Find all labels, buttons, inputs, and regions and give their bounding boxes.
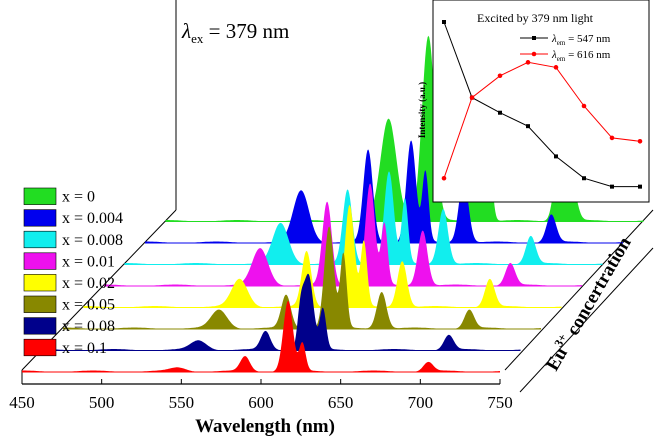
annotation-sub: ex <box>191 31 204 46</box>
x-axis: 450 500 550 600 650 700 750 Wavelength (nm) <box>9 379 513 437</box>
x-axis-label: Wavelength (nm) <box>195 416 335 437</box>
x-tick-label: 450 <box>9 393 35 412</box>
x-tick-label: 650 <box>328 393 354 412</box>
series-layer <box>22 35 644 373</box>
depth-axis-line <box>519 247 654 393</box>
inset-chart: Excited by 379 nm light Intensity (a.u.)… <box>417 0 650 203</box>
inset-title: Excited by 379 nm light <box>477 11 594 25</box>
legend-swatch <box>23 209 57 227</box>
inset-point-square <box>526 124 530 129</box>
legend-swatch <box>23 252 57 270</box>
x-tick-label: 600 <box>248 393 274 412</box>
inset-point-circle <box>553 65 559 70</box>
legend-swatch <box>23 230 57 249</box>
legend: x = 0 x = 0.004 x = 0.008 x = 0.01 x = 0.02 x… <box>23 187 123 357</box>
inset-legend-label: λem = 547 nm <box>551 33 611 47</box>
inset-point-square <box>610 184 614 189</box>
legend-swatch <box>23 317 57 335</box>
inset-series-line <box>443 21 640 188</box>
excitation-annotation: λex = 379 nm <box>181 19 289 46</box>
legend-swatch <box>23 338 57 357</box>
legend-label: x = 0 <box>62 189 95 206</box>
legend-label: x = 0.05 <box>62 297 115 314</box>
inset-point-square <box>554 154 558 159</box>
x-tick-label: 550 <box>169 393 195 412</box>
inset-legend-marker <box>532 36 536 40</box>
inset-y-label: Intensity (a.u.) <box>417 82 427 138</box>
inset-legend-marker <box>531 51 537 57</box>
inset-point-circle <box>637 138 643 144</box>
inset-legend-label: λem = 616 nm <box>551 49 611 63</box>
inset-point-square <box>498 110 502 115</box>
depth-label-prefix: Eu <box>542 343 572 374</box>
inset-legend: λem = 547 nm λem = 616 nm <box>520 33 611 63</box>
legend-label: x = 0.1 <box>62 340 107 357</box>
x-tick-label: 500 <box>89 393 115 412</box>
inset-point-circle <box>525 60 531 65</box>
legend-swatch <box>23 187 57 205</box>
legend-label: x = 0.004 <box>62 210 123 227</box>
inset-series-line <box>443 61 641 179</box>
annotation-lambda: λ <box>181 19 191 43</box>
depth-label-sup: 3+ <box>551 331 570 349</box>
inset-point-square <box>442 20 446 24</box>
inset-point-square <box>638 184 642 189</box>
depth-label-suffix: concertration <box>560 233 636 343</box>
x-ticks: 450 500 550 600 650 700 750 <box>9 379 513 412</box>
legend-swatch <box>23 274 57 292</box>
inset-lines <box>441 20 643 189</box>
x-tick-label: 750 <box>487 393 513 412</box>
inset-point-circle <box>441 175 447 181</box>
inset-point-circle <box>469 95 475 100</box>
legend-swatch <box>23 295 57 313</box>
depth-axis-label: Eu3+ concertration <box>540 232 636 375</box>
inset-point-circle <box>609 135 615 141</box>
legend-label: x = 0.008 <box>62 232 123 249</box>
legend-label: x = 0.02 <box>62 275 115 292</box>
annotation-text: = 379 nm <box>203 19 289 43</box>
inset-point-circle <box>497 73 503 79</box>
legend-label: x = 0.01 <box>62 253 115 270</box>
legend-label: x = 0.08 <box>62 318 115 335</box>
inset-point-square <box>582 176 586 181</box>
depth-right-edge <box>504 209 654 371</box>
inset-frame <box>432 0 650 203</box>
inset-point-circle <box>581 103 587 109</box>
x-tick-label: 700 <box>408 393 434 412</box>
